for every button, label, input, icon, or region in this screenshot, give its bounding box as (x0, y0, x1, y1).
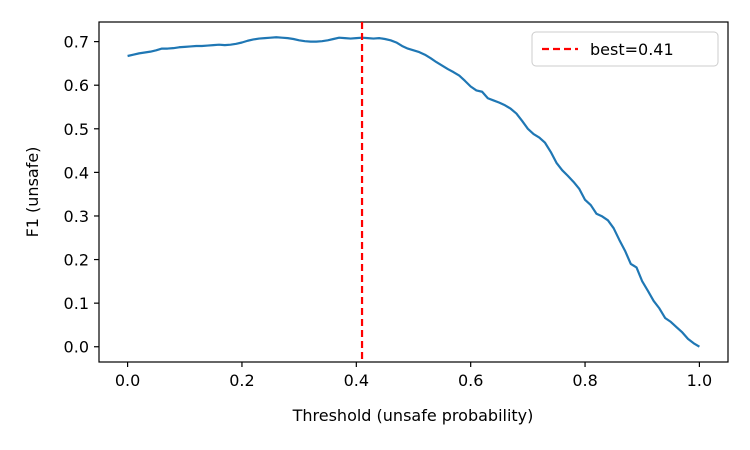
y-tick-label: 0.2 (64, 251, 89, 270)
y-tick-label: 0.4 (64, 163, 89, 182)
legend-box (531, 31, 719, 67)
x-tick-label: 1.0 (687, 371, 712, 390)
legend: best=0.41 (531, 31, 719, 67)
legend-label: best=0.41 (590, 40, 674, 59)
x-tick-label: 0.6 (458, 371, 483, 390)
x-tick-label: 0.2 (229, 371, 254, 390)
x-axis-label: Threshold (unsafe probability) (292, 406, 534, 425)
x-tick-label: 0.4 (344, 371, 369, 390)
y-axis-ticks: 0.0 0.1 0.2 0.3 0.4 0.5 0.6 0.7 (64, 33, 99, 357)
y-tick-label: 0.0 (64, 338, 89, 357)
axes-frame (98, 21, 729, 363)
plot-area (98, 21, 729, 363)
y-tick-label: 0.3 (64, 207, 89, 226)
x-axis-ticks: 0.0 0.2 0.4 0.6 0.8 1.0 (115, 362, 712, 390)
f1-curve-line (127, 36, 700, 348)
y-tick-label: 0.6 (64, 76, 89, 95)
x-tick-label: 0.8 (572, 371, 597, 390)
y-tick-label: 0.5 (64, 120, 89, 139)
y-tick-label: 0.1 (64, 294, 89, 313)
y-tick-label: 0.7 (64, 33, 89, 52)
y-axis-label: F1 (unsafe) (23, 147, 42, 238)
x-tick-label: 0.0 (115, 371, 140, 390)
